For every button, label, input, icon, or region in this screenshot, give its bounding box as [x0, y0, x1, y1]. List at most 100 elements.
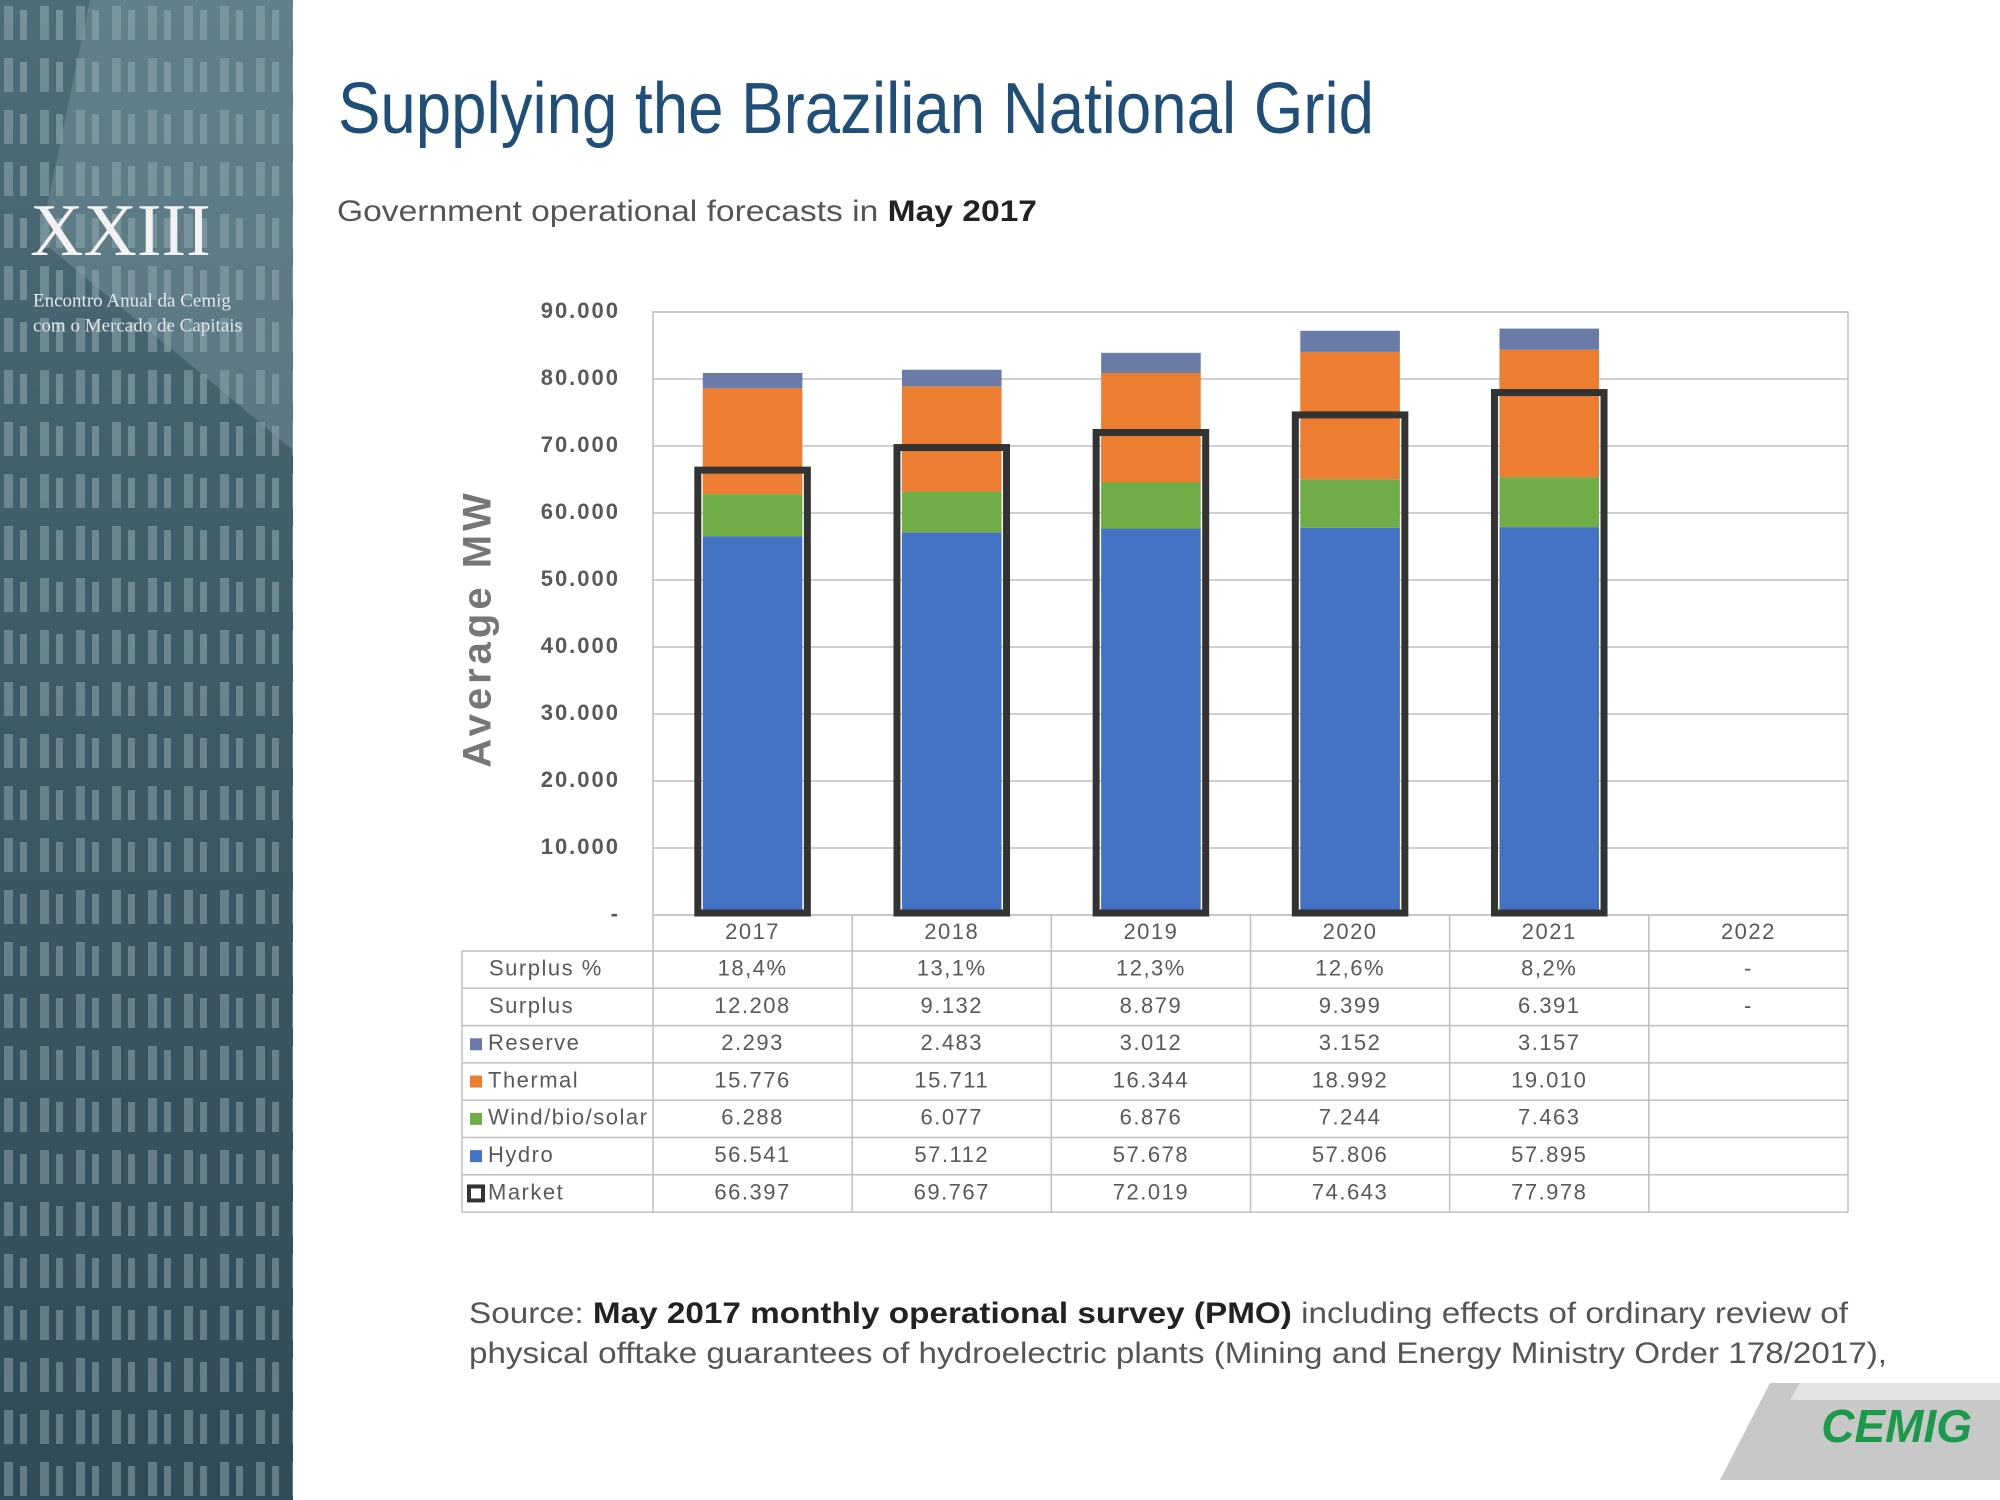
- bar-segment: [702, 372, 803, 389]
- bar-segment: [702, 536, 803, 915]
- bar-segment: [1300, 527, 1400, 915]
- bar-segment: [1499, 527, 1600, 915]
- chart: - 10.000 20.000 30.000 40.000 50.000 60.000 70.…: [456, 298, 1849, 1213]
- source-bold: May 2017 monthly operational survey (PMO…: [593, 1297, 1292, 1330]
- bar-segment: [1101, 482, 1201, 529]
- legend-label: Market: [488, 1179, 564, 1204]
- legend-marker: [470, 1075, 482, 1088]
- subtitle-text: Government operational forecasts in: [337, 195, 888, 228]
- table-value: 77.978: [1511, 1179, 1587, 1204]
- table-value: 6.876: [1120, 1105, 1183, 1130]
- table-value: 8.879: [1120, 993, 1183, 1018]
- legend-label: Thermal: [488, 1067, 579, 1092]
- x-tick-label: 2019: [1123, 919, 1178, 944]
- table-value: -: [1744, 993, 1753, 1018]
- table-value: 3.012: [1120, 1030, 1183, 1055]
- y-tick-label: 20.000: [541, 767, 620, 792]
- table-value: 2.483: [920, 1030, 983, 1055]
- side-number: XXIII: [30, 190, 211, 272]
- bar-segment: [1499, 349, 1600, 478]
- logo-backdrop: [1720, 1383, 2000, 1480]
- bar-segment: [1499, 477, 1600, 528]
- table-value: 57.806: [1312, 1142, 1388, 1167]
- x-tick-label: 2018: [924, 919, 979, 944]
- row-label: Surplus: [489, 993, 574, 1018]
- side-pattern: [0, 0, 293, 1500]
- source-text: including effects of ordinary review of: [1292, 1297, 1849, 1330]
- slide-title: Supplying the Brazilian National Grid: [338, 69, 1374, 149]
- table-value: 3.157: [1518, 1030, 1581, 1055]
- table-value: 19.010: [1511, 1067, 1587, 1092]
- y-tick-label: 60.000: [541, 499, 620, 524]
- y-tick-label: 40.000: [541, 633, 620, 658]
- x-tick-label: 2017: [725, 919, 780, 944]
- table-value: 9.399: [1319, 993, 1382, 1018]
- table-value: 12.208: [714, 993, 790, 1018]
- table-value: 72.019: [1113, 1179, 1189, 1204]
- table-value: 56.541: [714, 1142, 790, 1167]
- bar-segment: [1499, 328, 1600, 350]
- bar-segment: [901, 491, 1002, 533]
- y-tick-label: 10.000: [541, 834, 620, 859]
- bar-segment: [1101, 352, 1201, 373]
- legend-label: Reserve: [488, 1030, 580, 1055]
- table-value: 12,6%: [1315, 955, 1385, 980]
- table-value: 15.711: [914, 1067, 989, 1092]
- table-value: -: [1744, 955, 1753, 980]
- x-tick-label: 2022: [1721, 919, 1776, 944]
- market-outline: [694, 466, 811, 917]
- side-text: com o Mercado de Capitais: [33, 315, 242, 336]
- legend-marker: [470, 1112, 482, 1125]
- table-value: 66.397: [714, 1179, 790, 1204]
- y-tick-label: 90.000: [541, 298, 620, 323]
- table-value: 15.776: [714, 1067, 790, 1092]
- bar-segment: [901, 532, 1002, 915]
- table-value: 69.767: [914, 1179, 990, 1204]
- bar-segment: [1101, 372, 1201, 483]
- table-value: 8,2%: [1521, 955, 1577, 980]
- legend-marker: [470, 1038, 482, 1051]
- source-line: physical offtake guarantees of hydroelec…: [469, 1337, 1887, 1370]
- table-value: 7.244: [1319, 1105, 1382, 1130]
- market-outline: [1291, 411, 1409, 917]
- bar-segment: [901, 386, 1002, 492]
- legend-label: Hydro: [488, 1142, 554, 1167]
- y-tick-label: 70.000: [541, 432, 620, 457]
- source-text: Source:: [469, 1297, 593, 1330]
- bar-segment: [702, 494, 803, 537]
- bar-segment: [1300, 330, 1400, 352]
- logo: CEMIG: [1821, 1400, 1972, 1452]
- market-outline: [1490, 389, 1608, 917]
- logo-backdrop: [1790, 1383, 2000, 1400]
- table-value: 13,1%: [917, 955, 987, 980]
- y-axis-label: Average MW: [456, 489, 500, 768]
- legend-marker: [467, 1184, 485, 1203]
- side-text: Encontro Anual da Cemig: [33, 290, 231, 311]
- subtitle-bold: May 2017: [888, 195, 1037, 228]
- x-tick-label: 2021: [1522, 919, 1577, 944]
- y-tick-label: 30.000: [541, 700, 620, 725]
- legend-label: Wind/bio/solar: [488, 1105, 648, 1130]
- table-value: 6.391: [1518, 993, 1581, 1018]
- row-label: Surplus %: [489, 955, 603, 980]
- table-value: 18,4%: [718, 955, 788, 980]
- table-value: 6.288: [721, 1105, 784, 1130]
- market-outline: [1092, 428, 1210, 917]
- table-value: 9.132: [920, 993, 983, 1018]
- bar-segment: [702, 388, 803, 495]
- table-value: 12,3%: [1116, 955, 1186, 980]
- bar-segment: [901, 369, 1002, 387]
- market-outline: [893, 444, 1011, 917]
- table-value: 3.152: [1319, 1030, 1382, 1055]
- bar-segment: [1101, 528, 1201, 915]
- side-highlight: [40, 0, 293, 450]
- subtitle: Government operational forecasts in May …: [337, 195, 1037, 228]
- bar-segment: [1300, 479, 1400, 528]
- table-value: 57.678: [1113, 1142, 1189, 1167]
- plot-area: [652, 311, 1849, 916]
- table-value: 6.077: [920, 1105, 983, 1130]
- source-line: Source: May 2017 monthly operational sur…: [469, 1297, 1849, 1330]
- table-value: 2.293: [721, 1030, 784, 1055]
- table-value: 18.992: [1312, 1067, 1388, 1092]
